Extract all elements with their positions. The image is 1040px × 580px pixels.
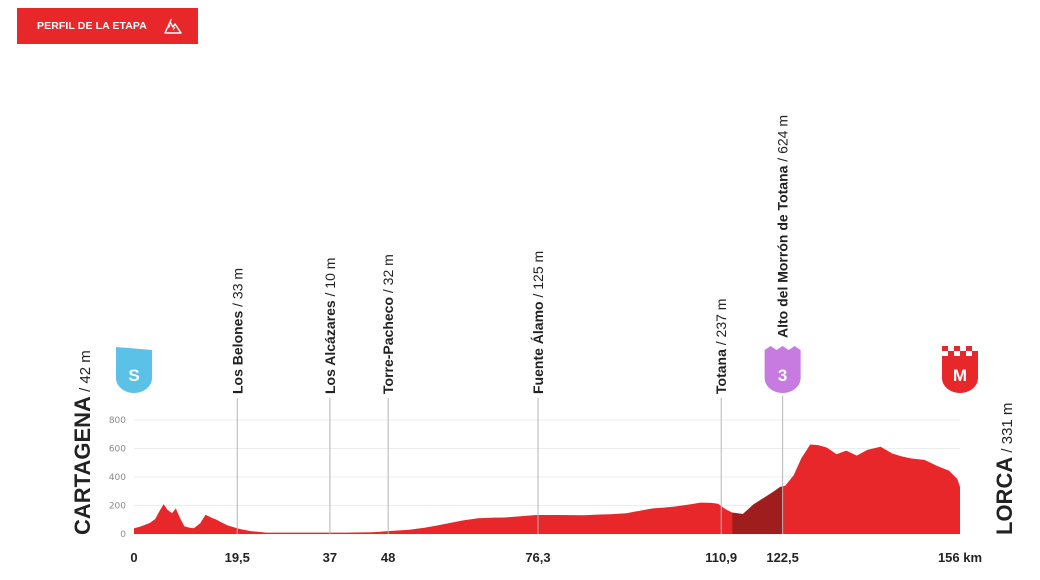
finish-badge-shape — [942, 356, 978, 393]
waypoint-label-6: Alto del Morrón de Totana / 624 m — [775, 115, 791, 338]
finish-flag-cell — [960, 351, 966, 356]
km-label-3: 48 — [381, 550, 395, 565]
start-badge-shape — [116, 347, 152, 393]
waypoint-name-5: Totana — [713, 349, 729, 394]
finish-flag-cell — [960, 346, 966, 351]
y-tick-600: 600 — [109, 445, 126, 455]
climb-badge-shape — [764, 346, 801, 393]
finish-flag-cell — [948, 346, 954, 351]
city-labels: CARTAGENA / 42 m LORCA / 331 m — [70, 350, 1017, 535]
km-label-2: 37 — [323, 550, 337, 565]
waypoint-label-1: Los Belones / 33 m — [229, 268, 245, 394]
km-label-4: 76,3 — [525, 550, 550, 565]
climb-badge-category: 3 — [778, 366, 787, 385]
y-tick-200: 200 — [109, 502, 126, 512]
waypoint-elevation-4: / 125 m — [530, 251, 546, 302]
km-label-0: 0 — [130, 550, 137, 565]
waypoint-labels: Los Belones / 33 m Los Alcázares / 10 m To… — [229, 115, 790, 394]
waypoint-lines — [236, 396, 784, 534]
start-badge-letter: S — [128, 366, 139, 385]
waypoint-name-3: Torre-Pacheco — [380, 297, 396, 394]
waypoint-label-5: Totana / 237 m — [713, 299, 729, 394]
waypoint-name-2: Los Alcázares — [322, 300, 338, 394]
waypoint-label-2: Los Alcázares / 10 m — [322, 258, 338, 394]
finish-flag-cell — [948, 351, 954, 356]
profile-shape — [134, 444, 960, 534]
finish-flag-cell — [954, 346, 960, 351]
waypoint-elevation-6: / 624 m — [775, 115, 791, 166]
finish-city-label: LORCA / 331 m — [992, 403, 1017, 535]
profile-area — [134, 444, 960, 534]
km-label-6: 122,5 — [766, 550, 799, 565]
waypoint-badges: 3 S M — [116, 346, 978, 393]
waypoint-label-3: Torre-Pacheco / 32 m — [380, 254, 396, 394]
y-tick-400: 400 — [109, 473, 126, 483]
waypoint-elevation-5: / 237 m — [713, 299, 729, 350]
mountain-stage-icon — [163, 16, 183, 36]
finish-flag-cell — [942, 351, 948, 356]
start-badge: S — [116, 347, 152, 393]
stage-profile-title: PERFIL DE LA ETAPA — [37, 20, 147, 32]
finish-flag-cell — [972, 346, 978, 351]
start-city-label: CARTAGENA / 42 m — [70, 350, 95, 535]
finish-flag-cell — [966, 346, 972, 351]
waypoint-name-6: Alto del Morrón de Totana — [775, 165, 791, 338]
waypoint-name-4: Fuente Álamo — [530, 301, 546, 394]
finish-flag-cell — [942, 346, 948, 351]
finish-flag-cell — [972, 351, 978, 356]
waypoint-elevation-3: / 32 m — [380, 254, 396, 297]
climb-section — [732, 486, 783, 534]
y-tick-0: 0 — [120, 530, 126, 540]
climb-badge: 3 — [764, 346, 801, 393]
finish-city-elevation: / 331 m — [999, 403, 1016, 457]
km-label-5: 110,9 — [705, 550, 737, 565]
finish-flag-cell — [966, 351, 972, 356]
waypoint-name-1: Los Belones — [229, 311, 245, 394]
finish-badge: M — [942, 346, 978, 393]
waypoint-label-4: Fuente Álamo / 125 m — [530, 251, 546, 394]
waypoint-elevation-1: / 33 m — [229, 268, 245, 311]
start-city-name: CARTAGENA — [70, 396, 95, 535]
km-label-1: 19,5 — [225, 550, 250, 565]
finish-city-name: LORCA — [992, 457, 1017, 535]
km-label-7: 156 km — [938, 550, 982, 565]
stage-profile-badge: PERFIL DE LA ETAPA — [17, 8, 198, 44]
finish-badge-letter: M — [953, 366, 967, 385]
start-city-elevation: / 42 m — [77, 350, 94, 396]
axis-labels: 0 200 400 600 800 0 19,5 37 48 76,3 110,9 122,5 156 … — [109, 416, 982, 565]
waypoint-elevation-2: / 10 m — [322, 258, 338, 301]
y-tick-800: 800 — [109, 416, 126, 426]
finish-flag-cell — [954, 351, 960, 356]
